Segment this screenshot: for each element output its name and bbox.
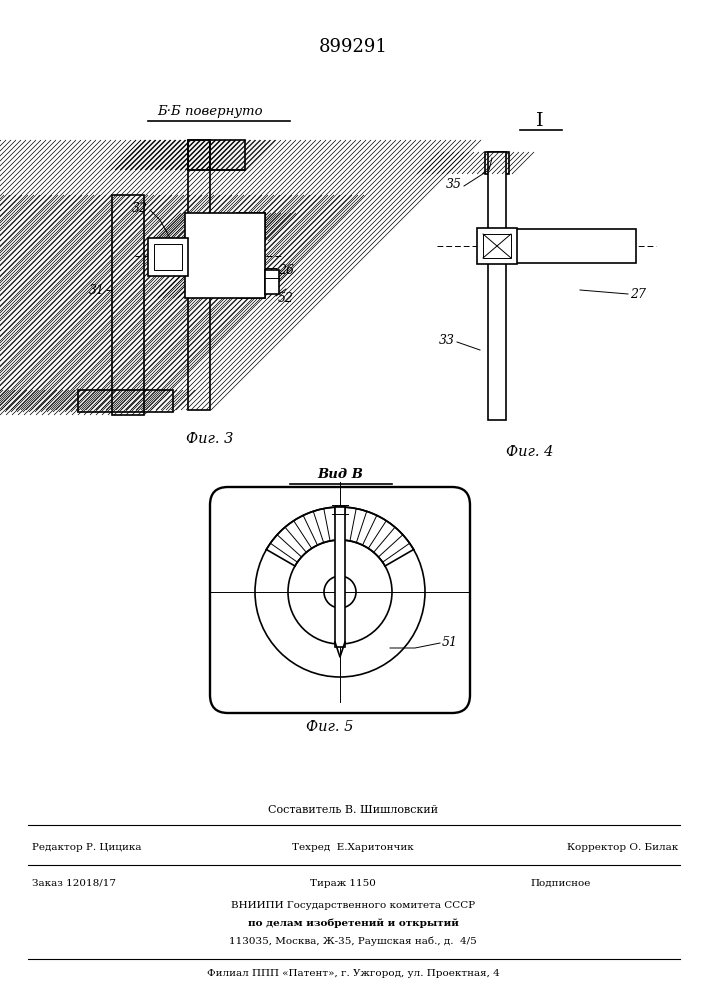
Text: Корректор О. Билак: Корректор О. Билак	[567, 843, 678, 852]
Text: Редактор Р. Цицика: Редактор Р. Цицика	[32, 843, 141, 852]
Bar	[112, 195, 144, 415]
Text: 31: 31	[89, 284, 105, 296]
Text: Тираж 1150: Тираж 1150	[310, 879, 376, 888]
Text: ВНИИПИ Государственного комитета СССР: ВНИИПИ Государственного комитета СССР	[231, 901, 475, 910]
Text: I: I	[536, 112, 544, 130]
Bar	[488, 152, 506, 420]
Bar	[188, 140, 210, 170]
Text: 35: 35	[446, 178, 462, 192]
Bar	[148, 238, 188, 276]
Bar	[185, 213, 265, 298]
Text: Вид В: Вид В	[317, 468, 363, 481]
Bar	[477, 228, 517, 264]
Bar	[237, 213, 265, 241]
Bar	[154, 244, 182, 270]
Bar	[485, 152, 509, 174]
Bar	[188, 140, 210, 410]
Text: 899291: 899291	[319, 38, 387, 56]
Circle shape	[288, 540, 392, 644]
Bar	[506, 229, 636, 263]
Text: 113035, Москва, Ж-35, Раушская наб., д.  4/5: 113035, Москва, Ж-35, Раушская наб., д. …	[229, 937, 477, 946]
Text: Фиг. 3: Фиг. 3	[187, 432, 234, 446]
Text: Составитель В. Шишловский: Составитель В. Шишловский	[268, 805, 438, 815]
Text: по делам изобретений и открытий: по делам изобретений и открытий	[247, 919, 458, 928]
Bar	[483, 234, 511, 258]
Bar	[335, 507, 345, 647]
Text: 32: 32	[132, 202, 148, 215]
Text: Заказ 12018/17: Заказ 12018/17	[32, 879, 116, 888]
Text: Фиг. 4: Фиг. 4	[506, 445, 554, 459]
Text: Б·Б повернуто: Б·Б повернуто	[157, 105, 263, 118]
Bar	[237, 270, 265, 298]
Text: Филиал ППП «Патент», г. Ужгород, ул. Проектная, 4: Филиал ППП «Патент», г. Ужгород, ул. Про…	[206, 969, 499, 978]
Text: 33: 33	[439, 334, 455, 347]
Text: 27: 27	[630, 288, 646, 302]
Bar	[78, 390, 173, 412]
Text: Подписное: Подписное	[530, 879, 590, 888]
Text: 52: 52	[278, 292, 294, 304]
Text: 26: 26	[278, 263, 294, 276]
Text: Техред  Е.Харитончик: Техред Е.Харитончик	[292, 843, 414, 852]
FancyBboxPatch shape	[210, 487, 470, 713]
Bar	[265, 270, 279, 294]
Circle shape	[255, 507, 425, 677]
Circle shape	[324, 576, 356, 608]
Bar	[210, 140, 245, 170]
Text: Фиг. 5: Фиг. 5	[306, 720, 354, 734]
Text: 51: 51	[442, 637, 458, 650]
